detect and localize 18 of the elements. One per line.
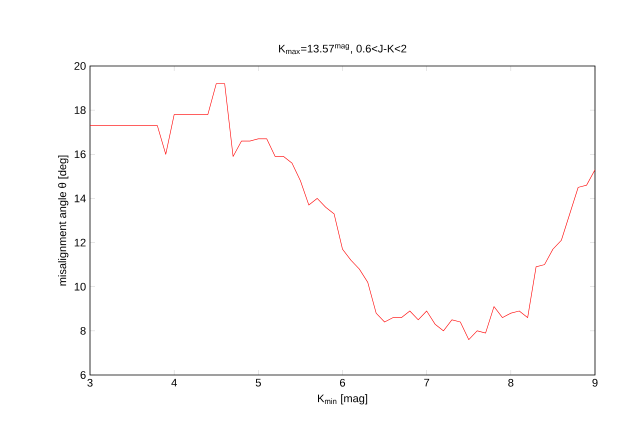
x-tick-label: 3 [87, 378, 93, 387]
y-tick-label: 12 [74, 238, 86, 246]
y-tick-label: 18 [74, 106, 86, 114]
y-tick-label: 14 [74, 194, 86, 202]
x-axis-title: K$_{min}$ [mag] [318, 394, 368, 404]
y-tick-label: 20 [74, 62, 86, 70]
y-tick-label: 10 [74, 282, 86, 291]
x-tick-label: 9 [592, 378, 598, 387]
x-tick-label: 7 [424, 378, 430, 386]
x-tick-label: 4 [171, 378, 177, 386]
y-tick-label: 16 [74, 150, 86, 158]
x-tick-label: 5 [256, 378, 261, 387]
chart-title: K$_{max}$=13.57$^{mag}$, 0.6<J-K<2 [279, 44, 406, 54]
x-tick-label: 6 [340, 378, 346, 387]
y-tick-label: 8 [80, 326, 86, 335]
y-tick-label: 6 [80, 371, 86, 379]
y-axis-title: misalignment angle θ [deg] [58, 156, 68, 286]
x-tick-label: 8 [508, 378, 514, 387]
